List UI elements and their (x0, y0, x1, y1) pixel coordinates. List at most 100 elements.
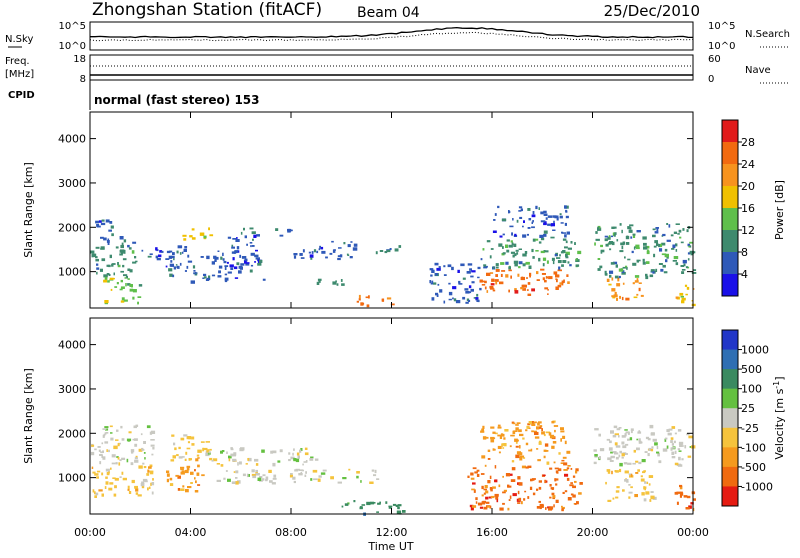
data-cell (680, 295, 684, 298)
data-cell (443, 265, 446, 268)
data-cell (91, 254, 94, 258)
data-cell (527, 293, 532, 296)
data-cell (377, 502, 381, 505)
data-cell (502, 502, 505, 505)
data-cell (453, 298, 457, 302)
data-cell (563, 469, 568, 471)
data-cell (91, 466, 94, 469)
data-cell (256, 234, 260, 237)
data-cell (509, 445, 512, 448)
data-cell (237, 462, 239, 466)
data-cell (670, 437, 674, 440)
data-cell (300, 472, 303, 475)
data-cell (116, 282, 119, 285)
data-cell (484, 280, 487, 284)
data-cell (612, 497, 615, 500)
data-cell (514, 288, 517, 292)
data-cell (542, 263, 545, 267)
data-cell (482, 500, 486, 504)
data-cell (341, 283, 345, 286)
data-cell (675, 262, 679, 266)
data-cell (138, 465, 143, 469)
data-cell (556, 217, 559, 221)
data-cell (203, 276, 207, 279)
data-cell (94, 473, 99, 476)
data-cell (206, 277, 210, 281)
data-cell (688, 245, 690, 248)
data-cell (522, 457, 526, 459)
data-cell (606, 278, 610, 282)
colorbar-tick-label: 4 (741, 268, 748, 281)
data-cell (91, 444, 95, 447)
data-cell (562, 238, 567, 241)
data-cell (101, 219, 105, 222)
data-cell (625, 242, 630, 245)
data-cell (109, 221, 113, 224)
data-cell (532, 256, 535, 259)
data-cell (173, 258, 175, 261)
data-cell (659, 248, 663, 252)
data-cell (467, 475, 470, 478)
data-cell (675, 296, 679, 299)
data-cell (242, 473, 246, 477)
data-cell (549, 496, 552, 499)
data-cell (469, 504, 474, 508)
data-cell (688, 505, 692, 509)
beam-label: Beam 04 (357, 5, 420, 21)
data-cell (629, 437, 633, 441)
data-cell (105, 481, 109, 485)
freq-tick-top: 18 (73, 54, 86, 65)
colorbar-tick-label: 8 (741, 246, 748, 259)
data-cell (656, 446, 659, 450)
data-cell (551, 257, 555, 261)
data-cell (547, 293, 549, 295)
data-cell (318, 475, 322, 478)
data-cell (151, 491, 154, 495)
data-cell (120, 279, 123, 283)
data-cell (550, 236, 555, 239)
data-cell (625, 265, 628, 268)
data-cell (197, 457, 200, 459)
data-cell (514, 253, 517, 257)
colorbar-tick-label: 12 (741, 224, 755, 237)
data-cell (309, 458, 314, 461)
y-tick-label: 1000 (58, 472, 86, 485)
data-cell (254, 458, 259, 462)
data-cell (184, 469, 189, 474)
data-cell (176, 250, 179, 254)
data-cell (132, 289, 137, 293)
data-cell (155, 255, 158, 259)
data-cell (466, 298, 470, 302)
freq-unit: [MHz] (5, 69, 34, 80)
data-cell (483, 264, 487, 267)
data-cell (170, 265, 175, 267)
data-cell (599, 265, 603, 269)
nsearch-label: N.Search (745, 29, 790, 40)
data-cell (213, 458, 218, 462)
data-cell (497, 445, 502, 449)
data-cell (498, 484, 501, 488)
data-cell (508, 244, 513, 248)
data-cell (223, 477, 226, 480)
data-cell (376, 478, 380, 480)
data-cell (520, 455, 525, 458)
data-cell (564, 234, 567, 238)
data-cell (673, 440, 676, 444)
data-cell (320, 472, 326, 475)
data-cell (337, 257, 341, 261)
data-cell (297, 455, 300, 459)
data-cell (691, 300, 694, 302)
data-cell (549, 434, 555, 439)
data-cell (123, 299, 128, 302)
data-cell (308, 251, 311, 254)
data-cell (170, 459, 175, 462)
data-cell (482, 248, 485, 251)
data-cell (517, 502, 521, 504)
data-cell (537, 459, 541, 462)
data-cell (122, 477, 127, 481)
data-cell (632, 462, 636, 465)
data-cell (539, 506, 542, 510)
data-cell (688, 435, 693, 439)
